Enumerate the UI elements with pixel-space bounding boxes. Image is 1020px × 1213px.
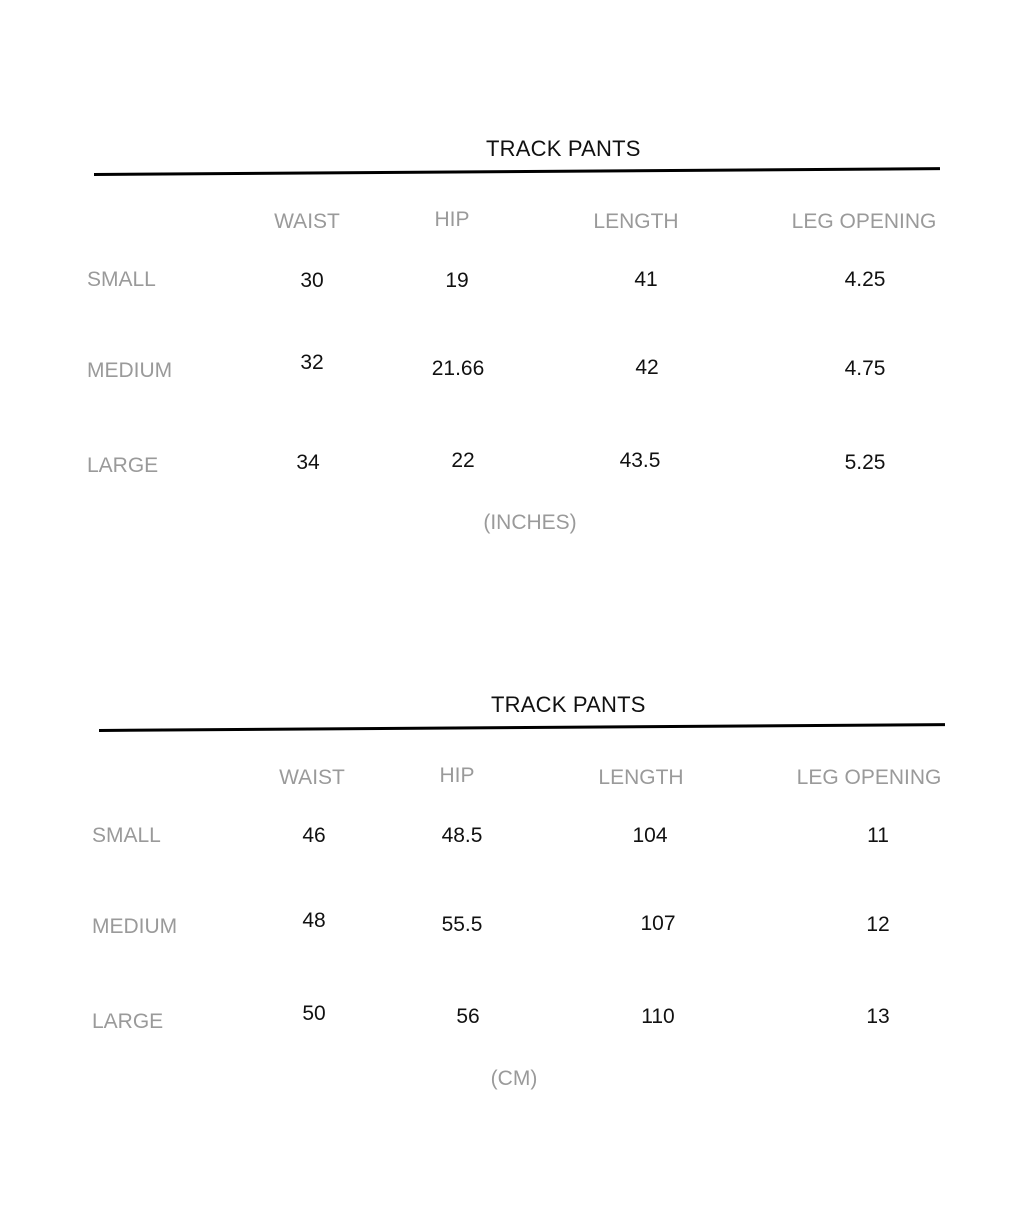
cell-small-length: 104 (632, 824, 668, 847)
column-header-length: LENGTH (593, 210, 679, 233)
cell-small-hip: 48.5 (441, 824, 483, 847)
unit-label: (INCHES) (483, 511, 577, 534)
size-chart-inches: TRACK PANTS WAIST HIP LENGTH LEG OPENING… (0, 0, 1020, 534)
cell-medium-waist: 48 (302, 909, 326, 932)
cell-large-leg-opening: 5.25 (844, 451, 886, 474)
column-header-waist: WAIST (274, 210, 340, 233)
cell-small-leg-opening: 4.25 (844, 268, 886, 291)
row-label-small: SMALL (87, 268, 156, 291)
chart-title: TRACK PANTS (486, 136, 641, 161)
cell-medium-leg-opening: 12 (866, 913, 890, 936)
cell-small-waist: 30 (300, 269, 324, 292)
row-label-large: LARGE (87, 454, 159, 477)
cell-small-waist: 46 (302, 824, 326, 847)
column-header-length: LENGTH (598, 766, 684, 789)
cell-large-waist: 50 (302, 1002, 326, 1025)
cell-medium-leg-opening: 4.75 (844, 357, 886, 380)
cell-large-hip: 22 (451, 449, 475, 472)
row-label-medium: MEDIUM (87, 359, 173, 382)
column-header-hip: HIP (439, 764, 475, 787)
row-label-small: SMALL (92, 824, 161, 847)
cell-medium-hip: 21.66 (431, 357, 485, 380)
cell-medium-length: 107 (640, 912, 676, 935)
cell-large-hip: 56 (456, 1005, 480, 1028)
cell-small-leg-opening: 11 (867, 824, 889, 847)
column-header-leg-opening: LEG OPENING (796, 766, 942, 789)
column-header-hip: HIP (434, 208, 470, 231)
column-header-waist: WAIST (279, 766, 345, 789)
column-header-leg-opening: LEG OPENING (791, 210, 937, 233)
title-divider (99, 723, 946, 732)
row-label-large: LARGE (92, 1010, 164, 1033)
cell-large-waist: 34 (296, 451, 320, 474)
cell-large-length: 110 (641, 1005, 675, 1028)
size-chart-cm: TRACK PANTS WAIST HIP LENGTH LEG OPENING… (0, 0, 1020, 1090)
chart-title: TRACK PANTS (491, 692, 646, 717)
row-label-medium: MEDIUM (92, 915, 178, 938)
cell-large-leg-opening: 13 (866, 1005, 890, 1028)
unit-label: (CM) (490, 1067, 538, 1090)
cell-large-length: 43.5 (619, 449, 661, 472)
cell-medium-waist: 32 (300, 351, 324, 374)
cell-medium-hip: 55.5 (441, 913, 483, 936)
cell-small-length: 41 (634, 268, 658, 291)
cell-medium-length: 42 (635, 356, 659, 379)
cell-small-hip: 19 (445, 269, 469, 292)
